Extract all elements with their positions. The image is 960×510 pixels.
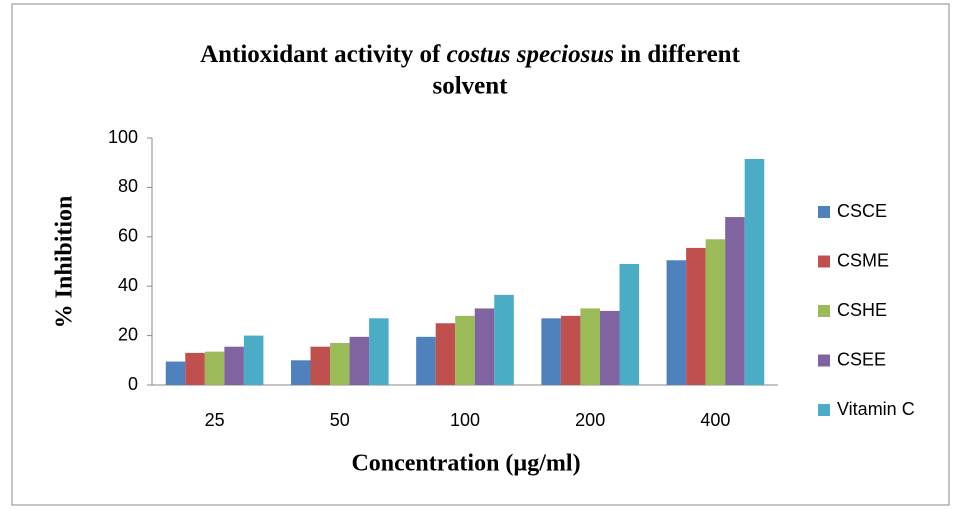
x-tick-label: 25: [205, 410, 225, 430]
x-tick-label: 100: [450, 410, 480, 430]
bar: [349, 336, 370, 385]
legend-swatch: [818, 255, 830, 268]
chart-title: Antioxidant activity of costus speciosus…: [200, 41, 741, 68]
bar: [290, 360, 311, 385]
legend-swatch: [818, 404, 830, 416]
y-tick-label: 60: [118, 226, 138, 246]
bar: [330, 343, 350, 385]
bar: [666, 260, 687, 385]
bar: [435, 323, 456, 385]
legend-label: CSHE: [837, 300, 887, 320]
legend-label: CSME: [837, 250, 889, 270]
bar: [224, 346, 244, 385]
bar: [619, 263, 640, 385]
legend-swatch: [818, 305, 830, 317]
bar: [541, 318, 561, 385]
y-tick-label: 20: [118, 324, 138, 344]
title-part: costus speciosus: [447, 41, 614, 68]
bar: [494, 294, 514, 385]
bar: [705, 239, 726, 385]
y-tick-label: 100: [108, 127, 138, 147]
x-axis-title: Concentration (µg/ml): [351, 451, 580, 477]
y-tick-label: 40: [118, 275, 138, 295]
title-part: in different: [620, 41, 740, 68]
bar: [185, 352, 205, 385]
x-tick-label: 200: [575, 410, 605, 430]
bar: [243, 335, 264, 385]
bar: [744, 158, 765, 385]
bar: [310, 346, 331, 385]
y-tick-label: 0: [128, 374, 138, 394]
bar: [560, 315, 581, 385]
bar: [204, 351, 225, 385]
chart-border: [11, 3, 950, 506]
x-tick-label: 400: [700, 410, 730, 430]
chart-title: solvent: [433, 73, 509, 100]
legend-swatch: [818, 206, 830, 218]
legend-label: Vitamin C: [837, 399, 915, 419]
y-axis-title: % Inhibition: [52, 196, 78, 329]
bar: [165, 361, 186, 385]
bar: [580, 308, 600, 385]
title-part: Antioxidant activity of: [200, 41, 441, 68]
legend-swatch: [818, 354, 830, 367]
bar: [369, 318, 389, 385]
bar: [725, 217, 745, 385]
legend-label: CSCE: [837, 201, 887, 221]
legend-label: CSEE: [837, 349, 886, 369]
bar: [474, 308, 495, 385]
bar: [686, 247, 706, 385]
bar: [416, 336, 436, 385]
bar: [455, 315, 475, 385]
bar: [599, 310, 620, 385]
y-tick-label: 80: [118, 176, 138, 196]
x-tick-label: 50: [330, 410, 350, 430]
